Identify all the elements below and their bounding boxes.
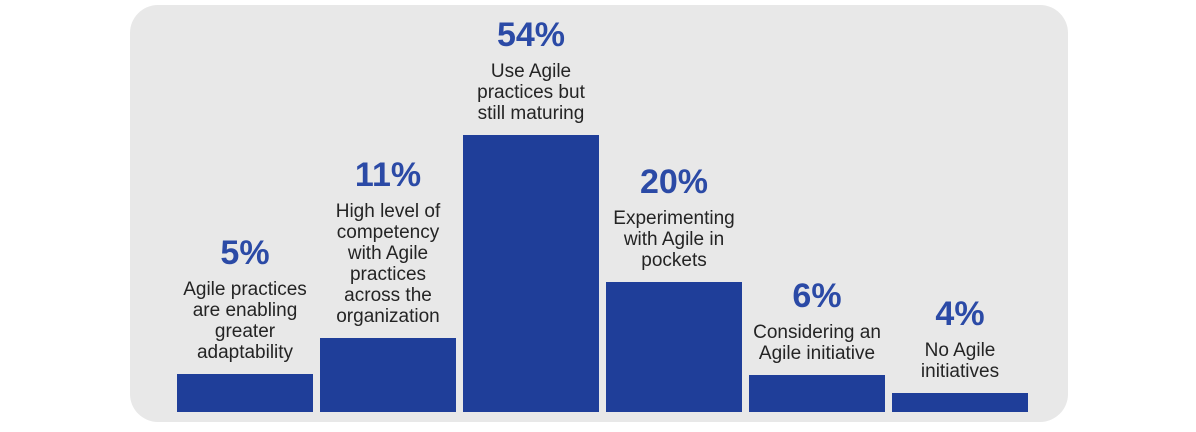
bar bbox=[892, 393, 1028, 412]
bar bbox=[463, 135, 599, 412]
bar-value-label: 11% bbox=[354, 156, 422, 194]
bar-value-label: 20% bbox=[639, 163, 709, 201]
bar bbox=[606, 282, 742, 412]
bar-category-label: Agile practices are enabling greater ada… bbox=[183, 279, 307, 363]
bar-value-label: 5% bbox=[220, 234, 270, 272]
bar-group-1: 5% Agile practices are enabling greater … bbox=[177, 236, 313, 412]
bar bbox=[177, 374, 313, 412]
bar-category-label: Use Agile practices but still maturing bbox=[477, 61, 585, 124]
bar-group-2: 11% High level of competency with Agile … bbox=[320, 158, 456, 412]
bar-category-label: No Agile initiatives bbox=[920, 340, 1000, 382]
chart-panel: 5% Agile practices are enabling greater … bbox=[130, 5, 1068, 422]
bar-value-label: 6% bbox=[792, 277, 842, 315]
bar-category-label: Considering an Agile initiative bbox=[753, 322, 881, 364]
bar-group-5: 6% Considering an Agile initiative bbox=[749, 279, 885, 412]
bar-chart: 5% Agile practices are enabling greater … bbox=[177, 18, 1028, 412]
bar-group-6: 4% No Agile initiatives bbox=[892, 297, 1028, 412]
bar bbox=[749, 375, 885, 412]
bar-group-3: 54% Use Agile practices but still maturi… bbox=[463, 18, 599, 412]
bar-category-label: Experimenting with Agile in pockets bbox=[613, 208, 735, 271]
bar-group-4: 20% Experimenting with Agile in pockets bbox=[606, 165, 742, 412]
bar bbox=[320, 338, 456, 412]
bar-value-label: 54% bbox=[496, 16, 566, 54]
bar-category-label: High level of competency with Agile prac… bbox=[335, 201, 441, 327]
bar-value-label: 4% bbox=[935, 295, 985, 333]
